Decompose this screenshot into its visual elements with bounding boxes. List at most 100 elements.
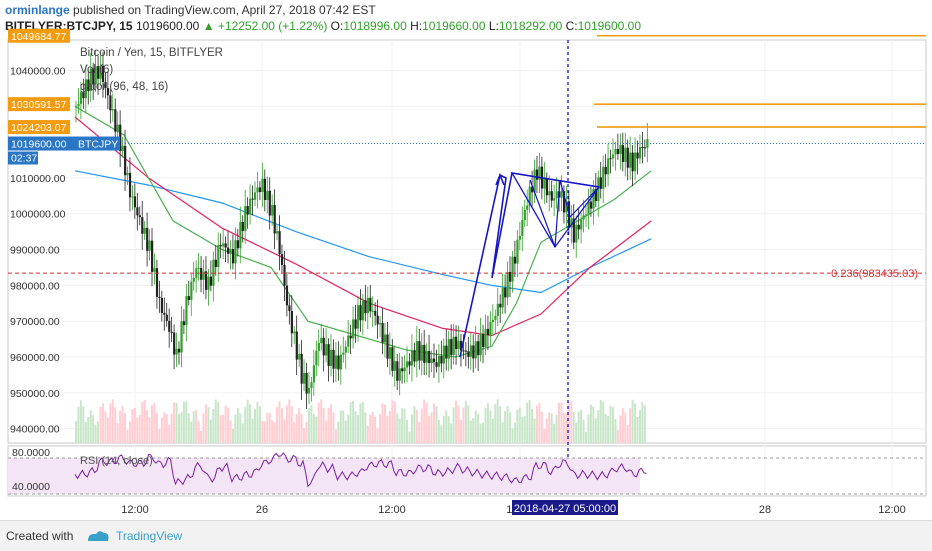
volume-bar [521, 416, 524, 443]
volume-bar [359, 403, 362, 443]
price-tick-label: 950000.00 [10, 388, 60, 400]
volume-bar [418, 421, 421, 443]
volume-bar [577, 411, 580, 443]
candle-body [388, 347, 392, 359]
candle-body [160, 297, 164, 313]
candle-body [577, 224, 580, 230]
candle-body [101, 65, 105, 83]
candle-body [332, 349, 335, 369]
candle-body [258, 187, 262, 193]
candle-body [489, 322, 492, 335]
candle-body [180, 321, 183, 353]
drawings: 0.236(983435.03) [8, 34, 926, 496]
volume-bar [636, 417, 639, 443]
candle-body [386, 334, 389, 359]
volume-bar [491, 418, 494, 443]
volume-bar [146, 409, 149, 443]
candle-body [92, 68, 95, 85]
low-label: L: [488, 19, 499, 33]
price-tick-label: 980000.00 [10, 280, 60, 292]
volume-bar [87, 416, 90, 443]
candle-body [315, 350, 318, 366]
volume-bar [94, 424, 97, 443]
candle-body [126, 172, 129, 176]
candle-body [278, 231, 281, 255]
volume-bar [472, 417, 475, 443]
volume-bar [177, 413, 180, 443]
tradingview-brand-link[interactable]: TradingView [116, 529, 183, 543]
volume-bar [315, 416, 318, 443]
candle-body [504, 287, 507, 298]
volume-bar [567, 401, 570, 443]
candle-body [383, 334, 387, 343]
candle-body [459, 340, 463, 351]
candle-body [261, 178, 264, 193]
footer: Created with TradingView [0, 520, 932, 551]
volume-bar [452, 407, 455, 443]
alligator-lips-line [74, 105, 652, 358]
candle-body [249, 198, 252, 215]
tradingview-logo-icon[interactable] [86, 529, 110, 543]
price-tag-top: 1049684.77 [11, 31, 67, 43]
volume-bar [376, 428, 379, 443]
volume-bar [401, 408, 404, 443]
candle-body [413, 350, 416, 362]
candle-body [479, 333, 482, 356]
volume-bar [494, 404, 497, 443]
rsi-tick-label: 40.0000 [12, 481, 50, 493]
volume-bar [383, 404, 386, 443]
volume-bar [136, 417, 139, 443]
candle-body [168, 320, 171, 332]
candle-body [173, 332, 176, 355]
candle-body [320, 337, 323, 344]
candle-body [491, 319, 495, 323]
time-tick-label: 12:00 [878, 504, 906, 516]
candle-body [236, 240, 240, 249]
candle-body [200, 267, 203, 280]
volume-bar [459, 419, 462, 443]
volume-bar [151, 405, 154, 443]
candle-body [641, 146, 644, 148]
candle-body [570, 218, 573, 228]
volume-bar [410, 414, 413, 443]
price-tick-label: 970000.00 [10, 316, 60, 328]
volume-bar [234, 414, 237, 443]
candle-body [374, 310, 377, 316]
volume-bar [278, 401, 281, 443]
volume-bars [75, 399, 646, 443]
candle-body [133, 196, 137, 208]
volume-bar [173, 402, 176, 443]
volume-bar [285, 405, 288, 443]
volume-bar [388, 411, 391, 443]
volume-bar [523, 416, 526, 443]
volume-bar [432, 403, 435, 443]
candle-body [327, 344, 330, 366]
candle-body [518, 235, 522, 240]
alligator-jaw-line [74, 170, 652, 294]
candle-body [629, 152, 632, 168]
volume-bar [312, 413, 315, 443]
price-chart[interactable]: 0.236(983435.03) RSI (14, close) 1040000… [0, 0, 932, 520]
candle-body [347, 335, 350, 347]
candle-body [185, 296, 188, 326]
low-value: 1018292.00 [498, 19, 563, 33]
candle-body [425, 350, 428, 363]
candle-body [312, 365, 316, 383]
volume-bar [219, 415, 222, 443]
high-label: H: [410, 19, 423, 33]
volume-bar [310, 405, 313, 443]
candle-body [89, 68, 92, 91]
candle-body [253, 192, 257, 200]
candle-body [77, 103, 80, 107]
candle-body [195, 268, 198, 278]
price-tag-level3: 1024203.07 [11, 122, 67, 134]
volume-bar [406, 419, 409, 443]
volume-bar [354, 411, 357, 443]
candle-body [428, 350, 431, 364]
volume-bar [526, 402, 529, 443]
volume-bar [251, 418, 254, 443]
volume-bar [533, 418, 536, 443]
author-link[interactable]: orminlange [5, 3, 70, 17]
volume-bar [337, 421, 340, 443]
volume-bar [560, 402, 563, 443]
